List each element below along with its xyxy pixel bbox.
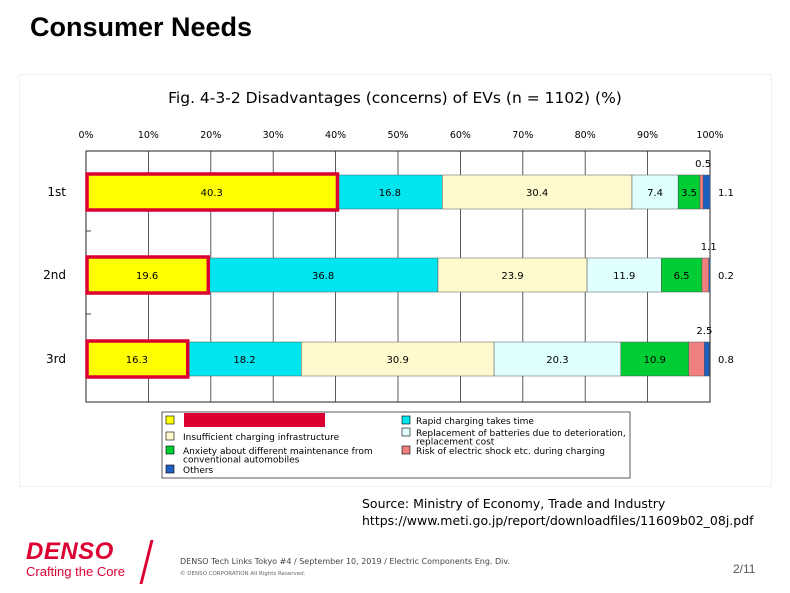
data-label: 0.5 xyxy=(695,159,711,170)
x-tick-label: 90% xyxy=(637,130,658,141)
legend-label: replacement cost xyxy=(416,438,495,448)
bar-segment xyxy=(437,257,588,293)
x-tick-label: 20% xyxy=(200,130,221,141)
data-label: 0.8 xyxy=(718,355,734,366)
legend-swatch xyxy=(165,415,175,425)
source-line-1: Source: Ministry of Economy, Trade and I… xyxy=(362,496,666,511)
legend-label: Insufficient charging infrastructure xyxy=(183,433,340,443)
footer-event-info: DENSO Tech Links Tokyo #4 / September 10… xyxy=(180,557,511,566)
bar-segment xyxy=(442,174,633,210)
bar-segment xyxy=(493,341,622,377)
data-label: 20.3 xyxy=(546,355,568,366)
bar-segment xyxy=(708,257,711,293)
bar-segment xyxy=(631,174,679,210)
x-tick-label: 80% xyxy=(575,130,596,141)
data-label: 0.2 xyxy=(718,271,734,282)
x-tick-label: 30% xyxy=(263,130,284,141)
x-tick-label: 60% xyxy=(450,130,471,141)
data-label: 7.4 xyxy=(647,188,663,199)
data-label: 16.8 xyxy=(379,188,401,199)
highlight-box xyxy=(85,255,211,295)
data-label: 36.8 xyxy=(312,271,334,282)
data-label: 1.1 xyxy=(701,242,717,253)
legend-label: conventional automobiles xyxy=(183,456,300,466)
legend-redaction xyxy=(184,413,325,427)
x-tick-label: 100% xyxy=(696,130,723,141)
data-label: 3.5 xyxy=(681,188,697,199)
bar-segment xyxy=(701,257,710,293)
footer-divider-slash xyxy=(139,540,154,584)
category-label: 1st xyxy=(47,185,66,199)
x-tick-label: 10% xyxy=(138,130,159,141)
logo-tagline: Crafting the Core xyxy=(26,564,125,579)
bar-segment xyxy=(85,341,188,377)
bar-segment xyxy=(620,341,690,377)
chart-title: Fig. 4-3-2 Disadvantages (concerns) of E… xyxy=(168,89,622,107)
bar-segment xyxy=(704,341,710,377)
x-tick-label: 40% xyxy=(325,130,346,141)
data-label: 10.9 xyxy=(644,355,666,366)
data-label: 16.3 xyxy=(126,355,148,366)
denso-logo: DENSO xyxy=(26,538,114,565)
data-label: 1.1 xyxy=(718,188,734,199)
stacked-bar-chart: Fig. 4-3-2 Disadvantages (concerns) of E… xyxy=(43,89,734,479)
legend-swatch xyxy=(401,415,411,425)
data-label: 18.2 xyxy=(233,355,255,366)
data-label: 19.6 xyxy=(136,271,158,282)
bar-segment xyxy=(85,257,209,293)
data-label: 11.9 xyxy=(613,271,635,282)
data-label: 2.5 xyxy=(696,326,712,337)
legend-swatch xyxy=(401,427,411,437)
legend-label: Others xyxy=(183,466,214,476)
bar-segment xyxy=(688,341,705,377)
chart-panel: Fig. 4-3-2 Disadvantages (concerns) of E… xyxy=(20,75,771,486)
data-label: 23.9 xyxy=(501,271,523,282)
bar-segment xyxy=(661,257,703,293)
data-label: 30.9 xyxy=(387,355,409,366)
x-tick-label: 0% xyxy=(78,130,93,141)
category-label: 3rd xyxy=(46,352,66,366)
highlight-box xyxy=(85,339,190,379)
x-tick-label: 50% xyxy=(387,130,408,141)
x-tick-label: 70% xyxy=(512,130,533,141)
data-label: 40.3 xyxy=(201,188,223,199)
footer-copyright: © DENSO CORPORATION All Rights Reserved. xyxy=(180,571,306,577)
category-label: 2nd xyxy=(43,268,66,282)
legend-label: Risk of electric shock etc. during charg… xyxy=(416,447,605,457)
legend-swatch xyxy=(165,431,175,441)
bar-segment xyxy=(187,341,302,377)
slide-title: Consumer Needs xyxy=(30,12,253,42)
legend-label: Replacement of batteries due to deterior… xyxy=(416,429,626,439)
page-number: 2/11 xyxy=(733,562,756,576)
source-url: https://www.meti.go.jp/report/downloadfi… xyxy=(362,513,754,528)
bar-segment xyxy=(702,174,711,210)
highlight-box xyxy=(85,172,340,212)
bar-segment xyxy=(699,174,704,210)
legend-swatch xyxy=(165,445,175,455)
source-citation: Source: Ministry of Economy, Trade and I… xyxy=(362,495,754,529)
bar-segment xyxy=(301,341,495,377)
bar-segment xyxy=(586,257,662,293)
legend-label: Rapid charging takes time xyxy=(416,417,534,427)
legend-swatch xyxy=(165,464,175,474)
legend-label: Anxiety about different maintenance from xyxy=(183,447,373,457)
bar-segment xyxy=(85,174,338,210)
data-label: 30.4 xyxy=(526,188,548,199)
data-label: 6.5 xyxy=(674,271,690,282)
legend-swatch xyxy=(401,445,411,455)
